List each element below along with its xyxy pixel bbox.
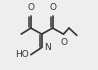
- Text: O: O: [60, 38, 67, 47]
- Text: O: O: [27, 3, 34, 12]
- Text: HO: HO: [15, 50, 28, 59]
- Text: N: N: [44, 43, 51, 52]
- Text: O: O: [49, 3, 56, 12]
